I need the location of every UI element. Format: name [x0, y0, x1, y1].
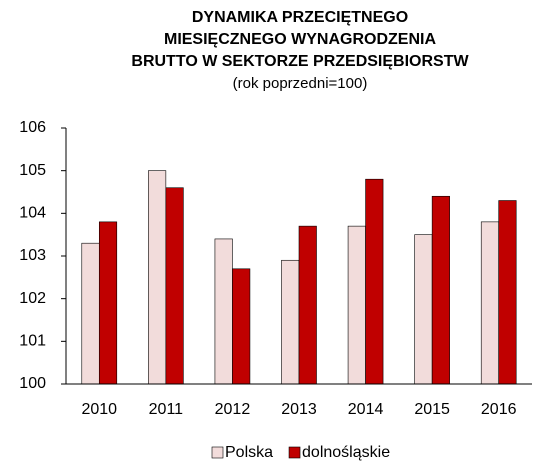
bar	[98, 221, 118, 385]
bar	[281, 259, 300, 385]
chart-title: DYNAMIKA PRZECIĘTNEGO	[192, 9, 408, 26]
bar	[498, 200, 517, 385]
x-tick-label: 2016	[481, 401, 517, 418]
chart-title: BRUTTO W SEKTORZE PRZEDSIĘBIORSTW	[131, 53, 469, 70]
chart-subtitle: (rok poprzedni=100)	[233, 75, 368, 92]
bar	[214, 238, 233, 385]
bar	[431, 195, 450, 385]
bar	[232, 268, 251, 385]
y-tick-label: 104	[19, 205, 46, 222]
x-tick-label: 2011	[149, 401, 184, 418]
x-tick-label: 2013	[281, 401, 317, 418]
bar	[365, 178, 384, 385]
x-tick-label: 2015	[414, 401, 450, 418]
y-tick-label: 101	[19, 333, 46, 350]
legend-swatch	[211, 446, 224, 459]
y-tick-label: 106	[19, 119, 46, 136]
bar	[480, 221, 500, 385]
legend-label: dolnośląskie	[302, 444, 390, 461]
legend-label: Polska	[225, 444, 273, 461]
x-tick-label: 2010	[81, 401, 117, 418]
bar	[81, 242, 100, 385]
bar	[148, 170, 167, 385]
bar	[298, 225, 317, 385]
bar	[165, 187, 184, 385]
bar	[414, 234, 433, 385]
bar	[347, 225, 366, 385]
y-tick-label: 100	[19, 375, 46, 392]
x-tick-label: 2012	[215, 401, 251, 418]
chart-title: MIESIĘCZNEGO WYNAGRODZENIA	[164, 31, 436, 48]
y-tick-label: 102	[19, 290, 46, 307]
legend-swatch	[288, 446, 301, 459]
y-tick-label: 105	[19, 162, 46, 179]
y-tick-label: 103	[19, 247, 46, 264]
x-tick-label: 2014	[348, 401, 384, 418]
